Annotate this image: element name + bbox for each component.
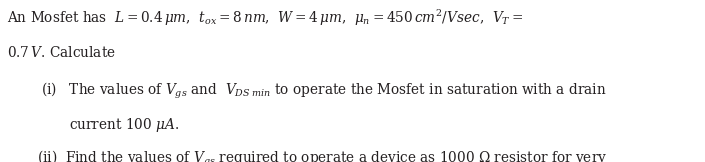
Text: $0.7\,V$. Calculate: $0.7\,V$. Calculate	[7, 45, 116, 60]
Text: An Mosfet has  $L = 0.4\,\mu m$,  $t_{ox} = 8\,nm$,  $W = 4\,\mu m$,  $\mu_n = 4: An Mosfet has $L = 0.4\,\mu m$, $t_{ox} …	[7, 7, 523, 28]
Text: current 100 $\mu A$.: current 100 $\mu A$.	[69, 116, 179, 134]
Text: (ii)  Find the values of $V_{gs}$ required to operate a device as 1000 $\Omega$ : (ii) Find the values of $V_{gs}$ require…	[37, 149, 608, 162]
Text: (i)   The values of $V_{gs}$ and  $V_{DS\;min}$ to operate the Mosfet in saturat: (i) The values of $V_{gs}$ and $V_{DS\;m…	[41, 81, 606, 101]
